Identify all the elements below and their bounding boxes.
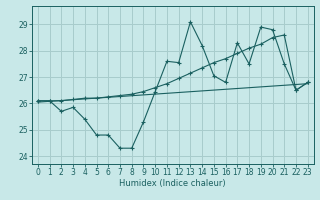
X-axis label: Humidex (Indice chaleur): Humidex (Indice chaleur) [119, 179, 226, 188]
